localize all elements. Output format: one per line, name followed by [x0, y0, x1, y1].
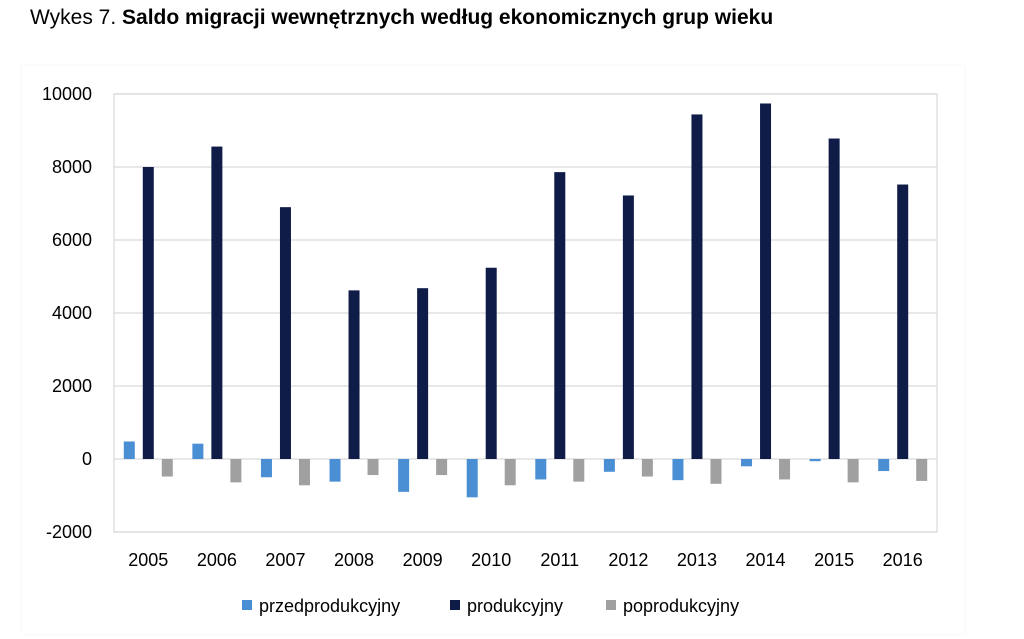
x-tick-label: 2010: [471, 550, 511, 570]
bar-produkcyjny-2010: [485, 267, 497, 459]
bar-przedprodukcyjny-2015: [809, 459, 821, 462]
bars: [123, 103, 928, 498]
x-tick-label: 2015: [814, 550, 854, 570]
x-tick-label: 2013: [677, 550, 717, 570]
plot-area-border: [113, 93, 938, 533]
legend-label: poprodukcyjny: [623, 596, 739, 616]
y-tick-label: 0: [82, 449, 92, 469]
bar-przedprodukcyjny-2007: [260, 459, 272, 478]
x-tick-label: 2016: [883, 550, 923, 570]
bar-chart: -2000 0 2000 4000 6000 8000 10000 2005 2006 2007…: [42, 84, 938, 616]
bar-produkcyjny-2012: [622, 195, 634, 459]
x-tick-label: 2006: [197, 550, 237, 570]
figure-title: Wykes 7. Saldo migracji wewnętrznych wed…: [30, 6, 773, 30]
y-tick-label: 10000: [42, 84, 92, 104]
bar-przedprodukcyjny-2005: [123, 441, 135, 459]
bar-przedprodukcyjny-2011: [535, 459, 547, 480]
y-axis-tick-labels: -2000 0 2000 4000 6000 8000 10000: [42, 84, 92, 542]
y-tick-label: 6000: [52, 230, 92, 250]
bar-przedprodukcyjny-2010: [466, 459, 478, 498]
chart-panel: -2000 0 2000 4000 6000 8000 10000 2005 2006 2007…: [22, 66, 964, 634]
bar-poprodukcyjny-2006: [230, 459, 242, 483]
x-tick-label: 2012: [608, 550, 648, 570]
bar-przedprodukcyjny-2012: [603, 459, 615, 472]
y-tick-label: 8000: [52, 157, 92, 177]
bar-przedprodukcyjny-2009: [398, 459, 410, 492]
bar-produkcyjny-2013: [691, 114, 703, 459]
legend-swatch-poprodukcyjny: [606, 600, 616, 610]
bar-produkcyjny-2007: [279, 207, 291, 459]
bar-przedprodukcyjny-2013: [672, 459, 684, 481]
bar-przedprodukcyjny-2014: [741, 459, 753, 467]
bar-poprodukcyjny-2012: [641, 459, 653, 477]
bar-poprodukcyjny-2014: [779, 459, 791, 480]
x-tick-label: 2011: [540, 550, 579, 570]
x-tick-label: 2005: [128, 550, 168, 570]
bar-przedprodukcyjny-2016: [878, 459, 890, 472]
bar-poprodukcyjny-2008: [367, 459, 379, 476]
bar-produkcyjny-2006: [211, 146, 223, 459]
bar-produkcyjny-2005: [142, 167, 154, 459]
legend-swatch-przedprodukcyjny: [242, 600, 252, 610]
bar-produkcyjny-2016: [897, 184, 909, 459]
bar-poprodukcyjny-2013: [710, 459, 722, 484]
legend-label: przedprodukcyjny: [259, 596, 400, 616]
bar-produkcyjny-2009: [417, 288, 429, 459]
bar-produkcyjny-2015: [828, 138, 840, 459]
gridlines: [113, 93, 938, 533]
legend-swatch-produkcyjny: [450, 600, 460, 610]
x-tick-label: 2014: [746, 550, 786, 570]
bar-produkcyjny-2008: [348, 290, 360, 459]
bar-przedprodukcyjny-2008: [329, 459, 341, 482]
figure-title-text: Saldo migracji wewnętrznych według ekono…: [122, 6, 774, 29]
x-tick-label: 2008: [334, 550, 374, 570]
figure-prefix: Wykes 7.: [30, 6, 117, 29]
legend-label: produkcyjny: [467, 596, 563, 616]
bar-poprodukcyjny-2005: [161, 459, 173, 477]
legend: przedprodukcyjny produkcyjny poprodukcyjny: [242, 596, 739, 616]
x-tick-label: 2009: [403, 550, 443, 570]
bar-produkcyjny-2014: [760, 103, 772, 460]
bar-poprodukcyjny-2010: [504, 459, 516, 486]
y-tick-label: 4000: [52, 303, 92, 323]
bar-poprodukcyjny-2011: [573, 459, 585, 482]
x-tick-label: 2007: [265, 550, 305, 570]
bar-poprodukcyjny-2015: [847, 459, 859, 483]
bar-produkcyjny-2011: [554, 172, 566, 460]
x-axis-tick-labels: 2005 2006 2007 2008 2009 2010 2011 2012 2013 2014…: [128, 550, 922, 570]
y-tick-label: -2000: [46, 522, 92, 542]
bar-przedprodukcyjny-2006: [192, 443, 204, 459]
bar-poprodukcyjny-2007: [298, 459, 310, 486]
bar-poprodukcyjny-2016: [916, 459, 928, 481]
bar-poprodukcyjny-2009: [436, 459, 448, 476]
y-tick-label: 2000: [52, 376, 92, 396]
